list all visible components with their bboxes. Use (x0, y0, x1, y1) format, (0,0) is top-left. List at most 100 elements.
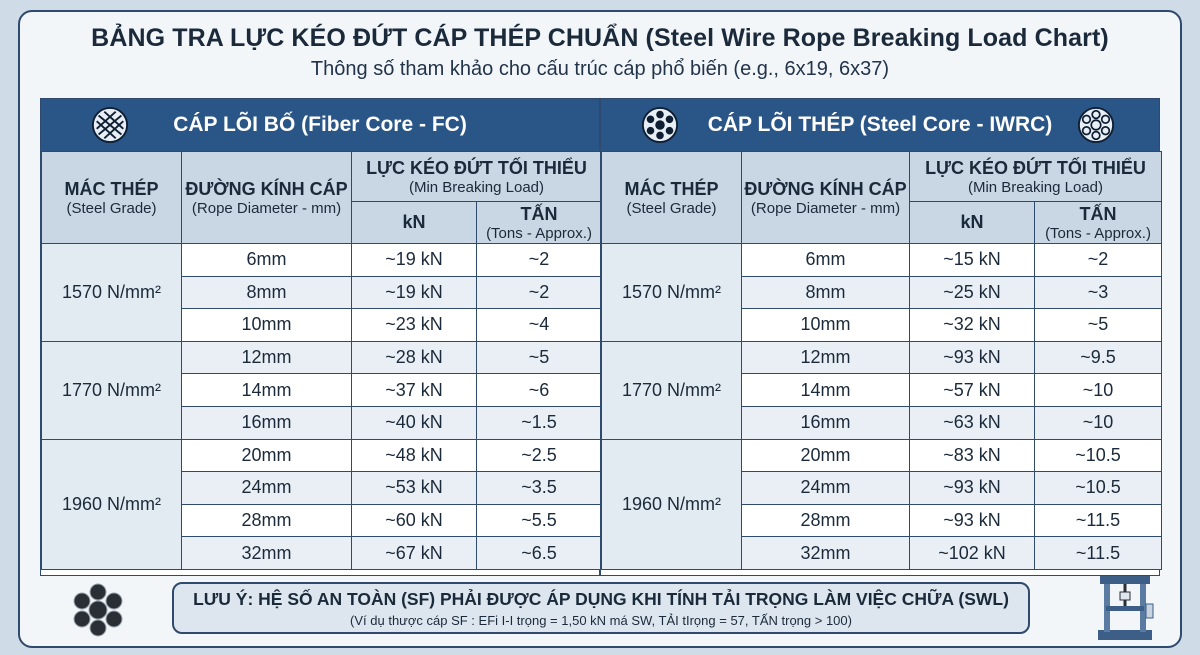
tons-cell: ~5 (1034, 308, 1162, 342)
diameter-cell: 14mm (741, 373, 910, 407)
tons-cell: ~10.5 (1034, 438, 1162, 473)
table-row: 28mm ~60 kN ~5.5 (42, 503, 602, 538)
diameter-cell: 10mm (741, 308, 910, 342)
diameter-cell: 20mm (181, 438, 352, 473)
table-row: 1960 N/mm² 20mm ~48 kN ~2.5 (41, 438, 602, 570)
page-title: BẢNG TRA LỰC KÉO ĐỨT CÁP THÉP CHUẨN (Ste… (91, 24, 1109, 52)
grade-header: MÁC THÉP (Steel Grade) (41, 151, 182, 244)
tons-cell: ~10 (1034, 373, 1162, 407)
table-row: 8mm ~25 kN ~3 (602, 275, 1162, 310)
table-row: 10mm ~32 kN ~5 (602, 308, 1162, 342)
tons-cell: ~2 (1034, 243, 1162, 277)
table-row: 1770 N/mm² 12mm ~93 kN ~9.5 (601, 340, 1162, 440)
diameter-header: ĐƯỜNG KÍNH CÁP (Rope Diameter - mm) (741, 151, 910, 244)
kn-cell: ~25 kN (909, 275, 1035, 310)
kn-cell: ~63 kN (909, 405, 1035, 440)
table-row: 14mm ~37 kN ~6 (42, 373, 602, 407)
fiber-core-table: MÁC THÉP (Steel Grade) ĐƯỜNG KÍNH CÁP (Rop… (41, 151, 602, 570)
steel-core-body: 1570 N/mm² 6mm ~15 kN ~2 8mm ~25 kN ~3 10mm ~32 … (601, 243, 1162, 570)
diameter-cell: 16mm (181, 405, 352, 440)
kn-cell: ~19 kN (351, 275, 477, 310)
table-row: 28mm ~93 kN ~11.5 (602, 503, 1162, 538)
diameter-cell: 20mm (741, 438, 910, 473)
tons-cell: ~2 (476, 275, 602, 310)
table-row: 24mm ~53 kN ~3.5 (42, 471, 602, 505)
page-subtitle: Thông số tham khảo cho cấu trúc cáp phổ … (310, 58, 890, 80)
tons-cell: ~5.5 (476, 503, 602, 538)
diameter-cell: 32mm (181, 536, 352, 570)
diameter-cell: 24mm (181, 471, 352, 505)
tons-cell: ~1.5 (476, 405, 602, 440)
table-row: 32mm ~102 kN ~11.5 (602, 536, 1162, 570)
tons-header: TẤN (Tons - Approx.) (1034, 201, 1162, 244)
table-row: 16mm ~40 kN ~1.5 (42, 405, 602, 440)
table-row: 32mm ~67 kN ~6.5 (42, 536, 602, 570)
table-row: 10mm ~23 kN ~4 (42, 308, 602, 342)
diameter-header: ĐƯỜNG KÍNH CÁP (Rope Diameter - mm) (181, 151, 352, 244)
note-heading: LƯU Ý: HỆ SỐ AN TOÀN (SF) PHẢI ĐƯỢC ÁP D… (193, 589, 1009, 609)
kn-cell: ~93 kN (909, 340, 1035, 375)
fiber-core-body: 1570 N/mm² 6mm ~19 kN ~2 8mm ~19 kN ~2 10mm ~23 … (41, 243, 602, 570)
fiber-core-title: CÁP LÕI BỐ (Fiber Core - FC) (173, 113, 467, 136)
steel-core-rope-icon (641, 106, 679, 144)
kn-cell: ~93 kN (909, 503, 1035, 538)
tons-cell: ~11.5 (1034, 503, 1162, 538)
tons-cell: ~6 (476, 373, 602, 407)
kn-header: kN (351, 201, 477, 244)
tons-cell: ~5 (476, 340, 602, 375)
fiber-core-band: CÁP LÕI BỐ (Fiber Core - FC) (41, 99, 599, 151)
diameter-cell: 16mm (741, 405, 910, 440)
diameter-cell: 28mm (741, 503, 910, 538)
kn-cell: ~102 kN (909, 536, 1035, 570)
table-row: 1570 N/mm² 6mm ~15 kN ~2 (601, 243, 1162, 342)
kn-cell: ~19 kN (351, 243, 477, 277)
steel-grade-cell: 1570 N/mm² (601, 243, 742, 342)
diameter-cell: 28mm (181, 503, 352, 538)
tensile-test-machine-icon (1098, 576, 1154, 640)
steel-grade-cell: 1770 N/mm² (41, 340, 182, 440)
kn-cell: ~23 kN (351, 308, 477, 342)
steel-core-rope-icon-alt (1077, 106, 1115, 144)
grade-header: MÁC THÉP (Steel Grade) (601, 151, 742, 244)
diameter-cell: 10mm (181, 308, 352, 342)
diameter-cell: 6mm (181, 243, 352, 277)
diameter-cell: 6mm (741, 243, 910, 277)
steel-core-band: CÁP LÕI THÉP (Steel Core - IWRC) (601, 99, 1159, 151)
kn-cell: ~57 kN (909, 373, 1035, 407)
kn-cell: ~32 kN (909, 308, 1035, 342)
diameter-cell: 8mm (181, 275, 352, 310)
kn-cell: ~83 kN (909, 438, 1035, 473)
table-row: 1570 N/mm² 6mm ~19 kN ~2 (41, 243, 602, 342)
load-header: LỰC KÉO ĐỨT TỐI THIỂU (Min Breaking Load) (909, 151, 1162, 202)
diameter-cell: 12mm (741, 340, 910, 375)
steel-core-panel: CÁP LÕI THÉP (Steel Core - IWRC) MÁC THÉ… (600, 98, 1162, 576)
diameter-cell: 32mm (741, 536, 910, 570)
table-row: 14mm ~57 kN ~10 (602, 373, 1162, 407)
kn-cell: ~67 kN (351, 536, 477, 570)
tons-cell: ~9.5 (1034, 340, 1162, 375)
tons-header: TẤN (Tons - Approx.) (476, 201, 602, 244)
steel-grade-cell: 1770 N/mm² (601, 340, 742, 440)
tons-cell: ~3.5 (476, 471, 602, 505)
diameter-cell: 24mm (741, 471, 910, 505)
tons-cell: ~10 (1034, 405, 1162, 440)
load-header: LỰC KÉO ĐỨT TỐI THIỂU (Min Breaking Load) (351, 151, 602, 202)
fiber-core-rope-icon (91, 106, 129, 144)
tons-cell: ~11.5 (1034, 536, 1162, 570)
steel-grade-cell: 1570 N/mm² (41, 243, 182, 342)
table-row: 1770 N/mm² 12mm ~28 kN ~5 (41, 340, 602, 440)
steel-grade-cell: 1960 N/mm² (41, 438, 182, 570)
steel-grade-cell: 1960 N/mm² (601, 438, 742, 570)
steel-core-title: CÁP LÕI THÉP (Steel Core - IWRC) (707, 113, 1053, 136)
table-row: 16mm ~63 kN ~10 (602, 405, 1162, 440)
tons-cell: ~2.5 (476, 438, 602, 473)
kn-cell: ~53 kN (351, 471, 477, 505)
table-row: 8mm ~19 kN ~2 (42, 275, 602, 310)
diameter-cell: 12mm (181, 340, 352, 375)
kn-cell: ~40 kN (351, 405, 477, 440)
note-example: (Ví dụ thược cáp SF : EFi I-I trọng = 1,… (350, 613, 852, 628)
fiber-core-panel: CÁP LÕI BỐ (Fiber Core - FC) MÁC THÉP (St… (40, 98, 602, 576)
kn-cell: ~60 kN (351, 503, 477, 538)
tons-cell: ~4 (476, 308, 602, 342)
kn-cell: ~93 kN (909, 471, 1035, 505)
